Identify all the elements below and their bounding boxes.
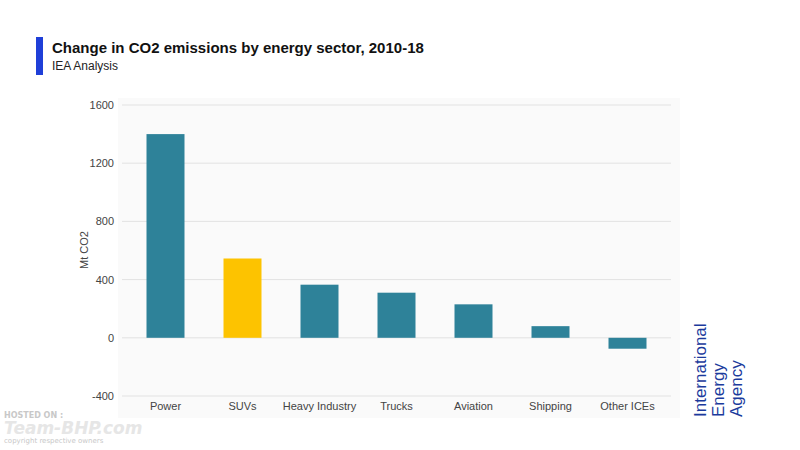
bars [147,134,647,349]
y-tick-label: 1600 [90,99,114,111]
bar [147,134,185,338]
bar [609,338,647,349]
plot-background [118,98,680,418]
y-tick-label: 800 [96,215,114,227]
grid-line [122,221,671,222]
x-tick-label: Shipping [529,400,572,412]
bar [378,293,416,338]
x-tick-label: Other ICEs [600,400,655,412]
grid-line [122,105,671,106]
y-tick-label: 0 [108,332,114,344]
x-tick-label: Trucks [380,400,413,412]
bar [532,326,570,338]
y-tick-label: 400 [96,274,114,286]
side-label: International Energy Agency [692,305,746,417]
grid-line [122,163,671,164]
bar [224,259,262,338]
x-tick-label: Power [150,400,182,412]
watermark-text: Team-BHP.com [4,420,142,437]
subtitle: IEA Analysis [52,59,118,73]
title: Change in CO2 emissions by energy sector… [52,39,424,56]
watermark: HOSTED ON :Team-BHP.comcopyright respect… [4,411,142,445]
y-tick-label: -400 [92,390,114,402]
y-tick-label: 1200 [90,157,114,169]
grid-line [122,279,671,280]
grid-line [122,396,671,397]
chart: Change in CO2 emissions by energy sector… [0,0,800,450]
watermark-text: HOSTED ON : [4,411,142,420]
bar [455,304,493,337]
title-accent [36,37,43,75]
y-axis-label: Mt CO2 [78,231,90,269]
x-tick-label: Heavy Industry [283,400,357,412]
side-label-box: International Energy Agency [692,305,800,417]
watermark-text: copyright respective owners [4,437,142,445]
bar [301,285,339,338]
x-tick-label: SUVs [228,400,257,412]
x-tick-label: Aviation [454,400,493,412]
